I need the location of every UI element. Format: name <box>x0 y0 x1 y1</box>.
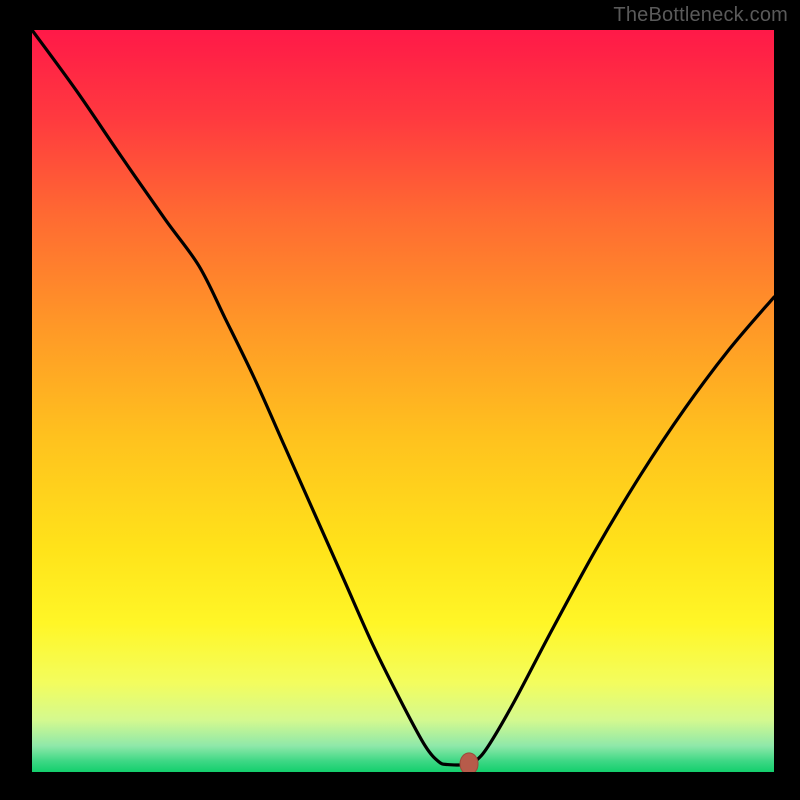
chart-container: TheBottleneck.com <box>0 0 800 800</box>
watermark-text: TheBottleneck.com <box>613 4 788 27</box>
gradient-background <box>32 30 774 772</box>
optimal-point-marker <box>460 753 478 772</box>
bottleneck-curve-chart <box>32 30 774 772</box>
